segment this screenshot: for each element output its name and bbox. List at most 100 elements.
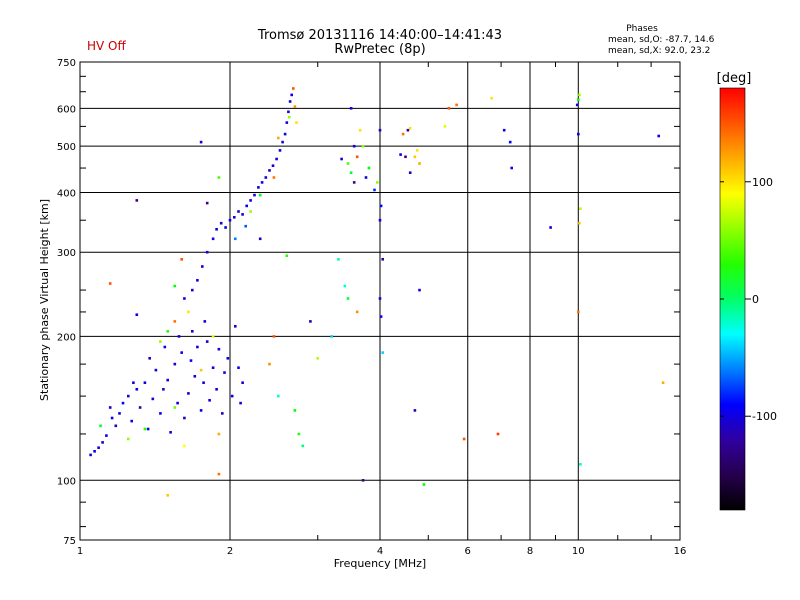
data-points — [89, 87, 665, 497]
echo-point — [355, 155, 359, 159]
echo-point — [340, 157, 343, 161]
echo-point — [285, 121, 289, 124]
echo-point — [258, 237, 262, 241]
echo-point — [159, 412, 162, 415]
echo-point — [413, 155, 417, 159]
echo-point — [245, 204, 248, 208]
echo-point — [490, 96, 493, 100]
echo-point — [367, 166, 371, 170]
echo-point — [176, 401, 179, 405]
echo-point — [379, 315, 383, 318]
echo-point — [203, 320, 207, 323]
echo-point — [281, 140, 284, 144]
echo-point — [364, 176, 368, 179]
echo-point — [241, 381, 244, 384]
stats-heading: Phases — [626, 24, 658, 34]
echo-point — [201, 265, 204, 268]
echo-point — [258, 193, 262, 197]
grid-lines — [80, 62, 680, 540]
echo-point — [205, 250, 209, 254]
echo-point — [89, 453, 92, 457]
y-tick-label: 750 — [57, 58, 76, 69]
echo-point — [337, 258, 340, 261]
echo-point — [183, 416, 186, 420]
echo-point — [237, 210, 240, 213]
echo-point — [135, 388, 139, 391]
echo-point — [221, 412, 224, 415]
echo-point — [378, 128, 382, 132]
echo-point — [579, 463, 582, 466]
y-tick-label: 200 — [57, 332, 76, 343]
echo-point — [163, 345, 167, 349]
echo-point — [292, 87, 295, 90]
stats-x-mode: mean, sd,X: 92.0, 23.2 — [608, 46, 710, 56]
x-tick-label: 6 — [465, 546, 471, 557]
y-tick-label: 100 — [57, 476, 76, 487]
echo-point — [154, 368, 158, 372]
echo-point — [288, 100, 292, 103]
echo-point — [349, 171, 353, 174]
echo-point — [268, 169, 271, 172]
echo-point — [114, 424, 118, 428]
echo-point — [159, 340, 162, 343]
echo-point — [148, 357, 151, 360]
echo-point — [199, 140, 203, 144]
echo-point — [101, 441, 104, 444]
x-tick-label: 8 — [527, 546, 533, 557]
echo-point — [422, 483, 426, 486]
echo-point — [234, 237, 237, 241]
echo-point — [358, 128, 362, 132]
echo-point — [577, 310, 580, 314]
echo-point — [166, 330, 169, 333]
echo-point — [657, 134, 660, 138]
x-tick-label: 2 — [227, 546, 233, 557]
echo-point — [293, 105, 297, 108]
echo-point — [135, 199, 139, 202]
echo-point — [578, 93, 581, 97]
echo-point — [146, 427, 150, 431]
stats-o-mode: mean, sd,O: -87.7, 14.6 — [608, 35, 715, 45]
echo-point — [381, 351, 384, 354]
axis-ticks: 1 2 4 6 8 10 16 75 100 200 300 400 500 600 750 — [57, 58, 686, 557]
echo-point — [223, 371, 226, 374]
echo-point — [138, 406, 142, 409]
echo-point — [355, 310, 359, 314]
echo-point — [264, 176, 268, 179]
echo-point — [226, 357, 230, 360]
echo-point — [180, 258, 183, 261]
chart-title: Tromsø 20131116 14:40:00–14:41:43 — [257, 28, 502, 43]
echo-point — [373, 188, 376, 192]
echo-point — [239, 401, 242, 405]
echo-point — [349, 107, 353, 110]
echo-point — [361, 144, 365, 148]
x-tick-label: 1 — [77, 546, 83, 557]
chart-subtitle: RwPretec (8p) — [334, 42, 425, 57]
echo-point — [272, 176, 276, 179]
echo-point — [205, 201, 209, 205]
echo-point — [211, 335, 215, 338]
echo-point — [309, 320, 312, 323]
echo-point — [378, 218, 382, 222]
echo-point — [199, 409, 203, 412]
echo-point — [191, 330, 194, 333]
y-axis-label: Stationary phase Virtual Height [km] — [38, 199, 51, 401]
echo-point — [455, 103, 458, 107]
echo-point — [343, 284, 347, 288]
echo-point — [97, 446, 100, 449]
echo-point — [211, 237, 215, 241]
echo-point — [191, 288, 194, 292]
hv-status-label: HV Off — [87, 39, 126, 53]
echo-point — [130, 419, 133, 423]
echo-point — [108, 282, 112, 285]
echo-point — [99, 424, 102, 428]
echo-point — [376, 181, 379, 184]
y-tick-label: 300 — [57, 248, 76, 259]
echo-point — [173, 406, 177, 409]
echo-point — [268, 362, 271, 366]
echo-point — [219, 221, 223, 225]
echo-point — [217, 176, 221, 179]
echo-point — [408, 171, 412, 174]
echo-point — [502, 128, 506, 132]
echo-point — [578, 221, 581, 225]
echo-point — [211, 366, 215, 369]
